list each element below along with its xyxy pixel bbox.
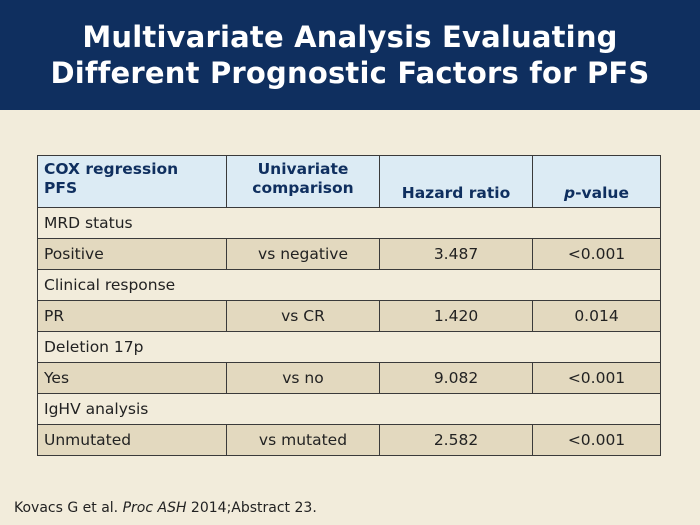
hazard-ratio-cell: 2.582	[379, 424, 533, 456]
section-label: Deletion 17p	[37, 331, 661, 363]
section-row-deletion-17p: Deletion 17p	[37, 331, 661, 363]
section-label: MRD status	[37, 207, 661, 239]
header-univariate-line-1: Univariate	[257, 160, 349, 178]
factor-cell: PR	[37, 300, 227, 332]
p-value-cell: <0.001	[532, 362, 661, 394]
section-label: IgHV analysis	[37, 393, 661, 425]
header-cox-line-1: COX regression	[44, 160, 179, 178]
header-cox-regression: COX regression PFS	[37, 155, 227, 208]
header-cox-line-2: PFS	[44, 179, 78, 197]
p-value-cell: <0.001	[532, 238, 661, 270]
table-row: Positive vs negative 3.487 <0.001	[37, 238, 661, 270]
header-hazard-ratio: Hazard ratio	[379, 155, 533, 208]
citation-prefix: Kovacs G et al.	[14, 500, 123, 516]
citation-journal: Proc ASH	[122, 500, 187, 516]
table-row: Yes vs no 9.082 <0.001	[37, 362, 661, 394]
header-p-value: p-value	[532, 155, 661, 208]
comparison-cell: vs mutated	[226, 424, 380, 456]
factor-cell: Yes	[37, 362, 227, 394]
slide-title-line-2: Different Prognostic Factors for PFS	[50, 56, 650, 90]
factor-cell: Unmutated	[37, 424, 227, 456]
section-row-ighv-analysis: IgHV analysis	[37, 393, 661, 425]
header-univariate-line-2: comparison	[252, 179, 354, 197]
cox-regression-table: COX regression PFS Univariate comparison…	[37, 155, 661, 456]
p-value-cell: 0.014	[532, 300, 661, 332]
citation-suffix: 2014;Abstract 23.	[186, 500, 317, 516]
citation-footer: Kovacs G et al. Proc ASH 2014;Abstract 2…	[14, 500, 317, 516]
section-row-clinical-response: Clinical response	[37, 269, 661, 301]
header-p-italic: p	[564, 184, 576, 202]
table-row: PR vs CR 1.420 0.014	[37, 300, 661, 332]
hazard-ratio-cell: 9.082	[379, 362, 533, 394]
slide-title-line-1: Multivariate Analysis Evaluating	[82, 20, 618, 54]
header-univariate-comparison: Univariate comparison	[226, 155, 380, 208]
table-row: Unmutated vs mutated 2.582 <0.001	[37, 424, 661, 456]
section-row-mrd-status: MRD status	[37, 207, 661, 239]
p-value-cell: <0.001	[532, 424, 661, 456]
title-bar: Multivariate Analysis Evaluating Differe…	[0, 0, 700, 110]
comparison-cell: vs negative	[226, 238, 380, 270]
comparison-cell: vs CR	[226, 300, 380, 332]
comparison-cell: vs no	[226, 362, 380, 394]
section-label: Clinical response	[37, 269, 661, 301]
hazard-ratio-cell: 1.420	[379, 300, 533, 332]
hazard-ratio-cell: 3.487	[379, 238, 533, 270]
header-p-rest: -value	[575, 184, 629, 202]
factor-cell: Positive	[37, 238, 227, 270]
table-header-row: COX regression PFS Univariate comparison…	[37, 155, 661, 208]
